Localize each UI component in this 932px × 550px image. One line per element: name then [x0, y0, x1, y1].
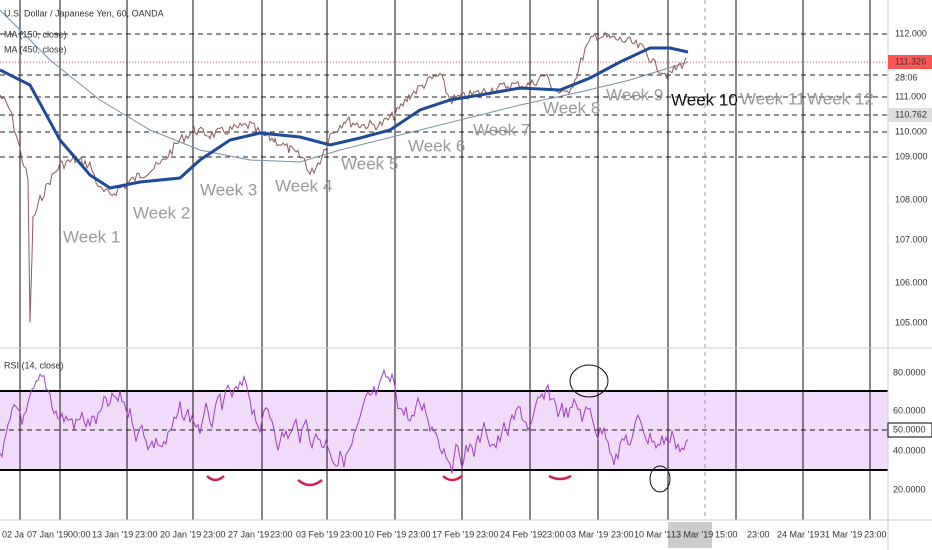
week-label: Week 8 — [543, 98, 600, 117]
ma-price-box — [888, 108, 932, 122]
price-axis-label: 108.000 — [895, 194, 928, 204]
time-axis-label: 13 Jan '19 — [92, 529, 133, 539]
time-axis-label: 00:00 — [68, 529, 91, 539]
ma-150 — [0, 46, 689, 190]
rsi-axis-label: 60.0000 — [893, 405, 926, 415]
week-label: Week 12 — [807, 89, 874, 108]
price-axis-label: 110.000 — [895, 126, 927, 136]
time-axis-label: 10 Feb '19 — [364, 529, 406, 539]
time-axis-label: 24 Mar '19 — [777, 529, 819, 539]
time-axis-label: 23:00 — [203, 529, 226, 539]
ma-450 — [0, 9, 689, 163]
time-axis-label: 15:00 — [715, 529, 738, 539]
rsi-axis-label: 80.0000 — [893, 367, 926, 377]
price-axis-label: 105.000 — [895, 317, 928, 327]
price-line — [0, 31, 687, 323]
time-axis-label: 02 Ja — [2, 529, 24, 539]
chart-title: U.S. Dollar / Japanese Yen, 60, OANDA — [4, 8, 164, 18]
time-axis-label: 13 Mar '19 — [671, 529, 713, 539]
time-axis-label: 17 Feb '19 — [432, 529, 474, 539]
week-label: Week 2 — [133, 203, 190, 222]
time-axis-label: 23:00 — [270, 529, 293, 539]
price-axis-label: 109.000 — [895, 151, 928, 161]
time-axis-label: 23:00 — [476, 529, 499, 539]
time-axis-label: 10 Mar '1 — [634, 529, 671, 539]
week-label: Week 5 — [341, 154, 398, 173]
rsi-line — [0, 368, 689, 474]
indicator-label: MA (450, close) — [4, 44, 67, 54]
rsi-marks — [206, 474, 572, 487]
time-axis-label: 23:00 — [747, 529, 770, 539]
time-axis-label: 23:00 — [611, 529, 634, 539]
price-axis-label: 106.000 — [895, 277, 928, 287]
time-axis-label: 23:00 — [408, 529, 431, 539]
time-axis-label: 23:00 — [864, 529, 887, 539]
week-label: Week 6 — [408, 136, 465, 155]
week-label: Week 7 — [473, 120, 530, 139]
time-axis-label: 24 Feb '19 — [500, 529, 542, 539]
circle-mark — [649, 465, 671, 493]
price-axis-label: 107.000 — [895, 234, 928, 244]
week-label: Week 9 — [606, 85, 663, 104]
week-label: Week 11 — [740, 89, 806, 108]
time-axis-label: 03 Feb '19 — [296, 529, 338, 539]
time-axis-label: 23:00 — [340, 529, 363, 539]
time-axis-label: 23:00 — [135, 529, 158, 539]
price-axis-label: 112.000 — [895, 28, 927, 38]
price-axis-label: 111.000 — [895, 91, 926, 101]
rsi-title: RSI (14, close) — [4, 360, 64, 370]
time-axis-label: 23:00 — [542, 529, 565, 539]
price-axis-label: 28:06 — [895, 72, 918, 82]
time-axis-label: 27 Jan '19 — [228, 529, 269, 539]
time-axis-label: 07 Jan '19 — [27, 529, 68, 539]
time-axis-label: 03 Mar '19 — [566, 529, 608, 539]
rsi-axis-label: 20.0000 — [893, 484, 926, 494]
time-axis-label: 31 Mar '19 — [820, 529, 862, 539]
price-axis-label: 110.762 — [895, 109, 927, 119]
week-label: Week 4 — [275, 176, 332, 195]
week-label: Week 1 — [63, 227, 120, 246]
cursor-date-box — [668, 522, 712, 548]
price-levels — [0, 33, 888, 431]
time-axis-label: 20 Jan '19 — [160, 529, 201, 539]
rsi-axis-label: 40.0000 — [893, 445, 926, 455]
last-price-box — [888, 55, 932, 69]
week-label: Week 3 — [200, 180, 257, 199]
rsi-axis-label: 50.0000 — [893, 424, 926, 434]
indicator-label: MA (150, close) — [4, 29, 67, 39]
week-label: Week 10 — [671, 90, 738, 109]
circle-mark — [569, 364, 609, 398]
rsi-value-box — [887, 422, 932, 438]
price-axis-label: 111.326 — [895, 56, 926, 66]
